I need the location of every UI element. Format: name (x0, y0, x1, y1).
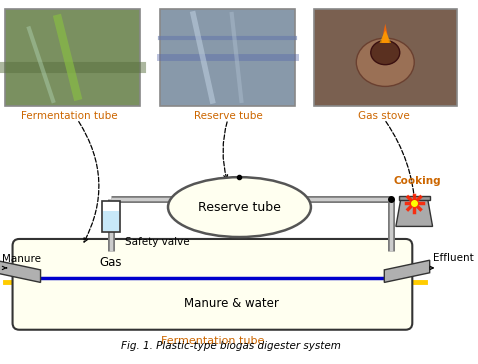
Text: Gas: Gas (100, 256, 122, 269)
Polygon shape (381, 24, 389, 43)
Text: Gas stove: Gas stove (358, 111, 410, 120)
Text: Manure & water: Manure & water (185, 297, 279, 310)
Bar (103, 211, 119, 231)
Polygon shape (384, 260, 430, 282)
Polygon shape (380, 31, 391, 43)
Text: Effluent: Effluent (433, 253, 473, 263)
Bar (102, 201, 120, 232)
Polygon shape (0, 260, 41, 282)
Text: Manure: Manure (2, 254, 41, 264)
Text: Safety valve: Safety valve (125, 237, 189, 247)
Bar (5, 9, 140, 106)
Text: Cooking: Cooking (394, 176, 442, 186)
Bar (314, 9, 456, 106)
Text: Fig. 1. Plastic-type biogas digester system: Fig. 1. Plastic-type biogas digester sys… (121, 341, 341, 351)
Bar (160, 9, 295, 106)
FancyBboxPatch shape (12, 239, 413, 330)
Polygon shape (396, 199, 433, 226)
Text: Fermentation tube: Fermentation tube (21, 111, 118, 120)
Ellipse shape (356, 38, 414, 86)
Ellipse shape (371, 40, 400, 65)
Text: Reserve tube: Reserve tube (194, 111, 262, 120)
Text: Fermentation tube: Fermentation tube (161, 336, 264, 347)
Bar (399, 195, 430, 200)
Ellipse shape (168, 177, 311, 237)
Text: Reserve tube: Reserve tube (198, 201, 281, 214)
